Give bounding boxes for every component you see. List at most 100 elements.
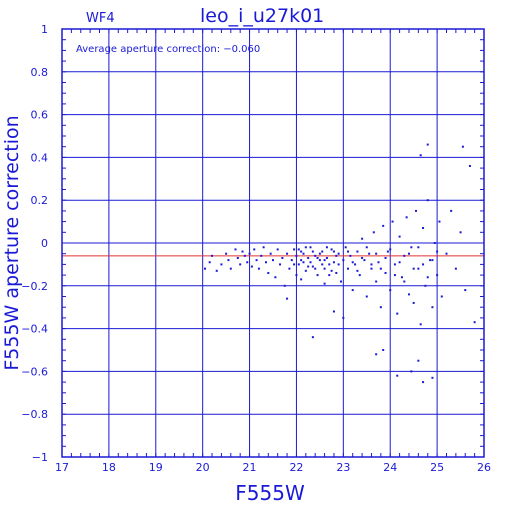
data-point bbox=[311, 336, 314, 339]
data-point bbox=[323, 282, 326, 285]
data-point bbox=[293, 263, 296, 266]
data-point bbox=[309, 246, 312, 249]
data-point bbox=[375, 280, 378, 283]
data-point bbox=[335, 254, 338, 257]
data-point bbox=[264, 261, 267, 264]
data-point bbox=[412, 301, 415, 304]
data-point bbox=[349, 254, 352, 257]
x-tick-label: 22 bbox=[289, 461, 303, 474]
data-point bbox=[328, 274, 331, 277]
data-point bbox=[318, 252, 321, 255]
data-point bbox=[307, 256, 310, 259]
data-point bbox=[297, 263, 300, 266]
data-point bbox=[436, 250, 439, 253]
data-point bbox=[344, 246, 347, 249]
data-point bbox=[438, 220, 441, 223]
x-tick-label: 18 bbox=[102, 461, 116, 474]
data-point bbox=[246, 261, 249, 264]
data-point bbox=[236, 256, 239, 259]
data-point bbox=[274, 276, 277, 279]
data-point bbox=[253, 248, 256, 251]
data-point bbox=[454, 267, 457, 270]
data-point bbox=[396, 374, 399, 377]
data-point bbox=[272, 259, 274, 262]
data-point bbox=[426, 199, 429, 202]
data-point bbox=[215, 269, 218, 272]
data-point bbox=[382, 224, 385, 227]
data-point bbox=[335, 271, 338, 274]
data-point bbox=[386, 250, 389, 253]
y-tick-label: 0.8 bbox=[31, 66, 49, 79]
data-point bbox=[361, 237, 364, 240]
data-point bbox=[398, 261, 401, 264]
data-point bbox=[351, 289, 354, 292]
data-point bbox=[356, 250, 359, 253]
y-tick-label: −0.4 bbox=[21, 323, 48, 336]
data-point bbox=[403, 254, 406, 257]
data-point bbox=[300, 278, 303, 281]
data-point bbox=[403, 280, 406, 283]
data-point bbox=[412, 267, 415, 270]
data-point bbox=[372, 231, 375, 234]
data-point bbox=[330, 248, 333, 251]
data-point bbox=[281, 256, 284, 259]
data-point bbox=[396, 312, 399, 315]
data-point bbox=[302, 261, 305, 264]
data-point bbox=[473, 321, 476, 324]
data-point bbox=[342, 316, 345, 319]
data-point bbox=[405, 216, 408, 219]
data-point bbox=[361, 256, 364, 259]
data-point bbox=[461, 145, 464, 148]
data-point bbox=[431, 306, 434, 309]
data-point bbox=[286, 297, 289, 300]
data-point bbox=[351, 261, 354, 264]
data-point bbox=[431, 259, 434, 262]
data-point bbox=[347, 267, 350, 270]
data-point bbox=[321, 263, 324, 266]
data-point bbox=[323, 267, 326, 270]
data-point bbox=[426, 276, 429, 279]
data-point bbox=[342, 259, 345, 262]
y-tick-label: 0 bbox=[41, 237, 48, 250]
data-point bbox=[300, 259, 303, 262]
x-tick-label: 19 bbox=[149, 461, 163, 474]
data-point bbox=[382, 349, 385, 351]
data-point bbox=[328, 263, 331, 266]
data-point bbox=[391, 220, 394, 223]
data-point bbox=[365, 246, 368, 249]
data-point bbox=[290, 259, 293, 262]
data-point bbox=[250, 265, 253, 268]
data-point bbox=[424, 284, 427, 287]
x-tick-label: 25 bbox=[430, 461, 444, 474]
data-point bbox=[314, 254, 317, 257]
x-tick-label: 17 bbox=[55, 461, 69, 474]
y-tick-label: −0.6 bbox=[21, 365, 48, 378]
data-point bbox=[419, 154, 422, 157]
y-tick-label: 0.2 bbox=[31, 194, 49, 207]
data-point bbox=[220, 263, 223, 266]
data-point bbox=[279, 263, 282, 266]
data-point bbox=[255, 259, 258, 262]
data-point bbox=[393, 263, 396, 266]
data-point bbox=[304, 246, 307, 249]
data-point bbox=[436, 274, 439, 277]
data-point bbox=[370, 267, 373, 270]
x-tick-label: 24 bbox=[383, 461, 397, 474]
y-tick-label: −0.2 bbox=[21, 280, 48, 293]
data-point bbox=[422, 263, 425, 266]
data-point bbox=[276, 248, 279, 251]
data-point bbox=[243, 254, 246, 257]
data-point bbox=[225, 252, 228, 255]
data-point bbox=[356, 269, 359, 272]
data-point bbox=[211, 254, 214, 257]
data-point bbox=[323, 259, 326, 262]
data-point bbox=[295, 254, 298, 257]
x-tick-label: 20 bbox=[196, 461, 210, 474]
data-point bbox=[295, 274, 298, 277]
data-point bbox=[410, 246, 413, 249]
data-point bbox=[337, 263, 340, 266]
data-point bbox=[309, 261, 312, 264]
data-point bbox=[377, 261, 380, 264]
data-points bbox=[204, 143, 476, 384]
